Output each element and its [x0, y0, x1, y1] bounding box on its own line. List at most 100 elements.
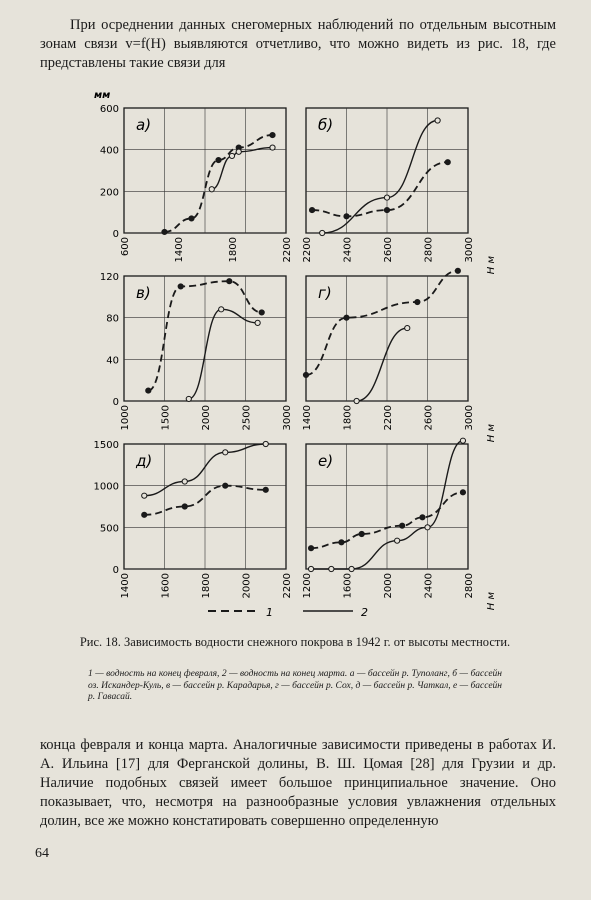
series-line-1	[312, 161, 448, 218]
data-point-1	[262, 486, 269, 493]
series-line-2	[356, 327, 408, 402]
chart-panel: г) 1400 1800 2200 2600 3000	[302, 267, 475, 430]
series-line-2	[211, 146, 273, 190]
data-point-1	[399, 522, 406, 529]
data-point-1	[302, 371, 310, 379]
x-unit-label: Н м	[486, 256, 497, 275]
data-point-1	[161, 228, 168, 236]
data-point-1	[258, 309, 265, 316]
chart-panel: е) 1200 1600 2000 2400 2800	[302, 437, 475, 598]
x-tick-label: 2800	[424, 237, 435, 262]
data-point-1	[444, 159, 451, 166]
series-line-1	[147, 280, 262, 392]
x-tick-label: 2600	[424, 405, 435, 430]
x-tick-label: 1600	[343, 573, 354, 598]
data-point-2	[235, 148, 242, 155]
data-point-1	[181, 503, 188, 510]
legend-label-1: 1	[266, 606, 273, 619]
chart-panel: а) 600 1400 1800 2200 0 200 400 600	[100, 104, 293, 262]
data-point-2	[218, 306, 225, 313]
data-point-2	[328, 565, 335, 573]
y-tick-label: 1500	[94, 440, 119, 451]
y-tick-label: 0	[113, 397, 119, 408]
x-tick-label: 2600	[383, 237, 394, 262]
page-number: 64	[35, 846, 49, 861]
data-point-2	[269, 144, 276, 151]
data-point-1	[269, 131, 276, 139]
data-point-1	[343, 314, 350, 321]
y-tick-label: 500	[100, 523, 119, 534]
x-tick-label: 3000	[464, 237, 475, 262]
x-tick-label: 1200	[302, 573, 313, 598]
legend-label-2: 2	[361, 606, 368, 619]
chart-panel: в) 1000 1500 2000 2500 3000 0 40 80 120	[100, 272, 293, 430]
x-unit-label: Н м	[486, 592, 497, 611]
panel-label: г)	[318, 284, 332, 302]
x-tick-label: 2200	[302, 237, 313, 262]
data-point-1	[215, 156, 222, 164]
data-point-1	[419, 514, 426, 521]
data-point-1	[307, 545, 315, 552]
data-point-1	[358, 530, 365, 538]
data-point-2	[254, 319, 261, 326]
x-tick-label: 1000	[120, 405, 131, 430]
data-point-1	[414, 298, 421, 306]
body-paragraph-bottom: конца февраля и конца марта. Аналогичные…	[40, 737, 556, 829]
data-point-2	[353, 397, 360, 405]
x-tick-label: 1800	[343, 405, 354, 430]
chart-panel: б) 2200 2400 2600 2800 3000	[302, 107, 475, 262]
x-tick-label: 3000	[464, 405, 475, 430]
data-point-1	[145, 387, 152, 394]
panel-label: б)	[318, 116, 333, 134]
x-tick-label: 2400	[424, 573, 435, 598]
series-line-1	[305, 269, 458, 376]
x-tick-label: 1400	[174, 237, 185, 262]
figure-legend: 1 2	[208, 606, 368, 619]
x-tick-label: 2400	[343, 237, 354, 262]
data-point-2	[459, 437, 467, 444]
data-point-2	[222, 449, 229, 456]
data-point-1	[177, 283, 184, 290]
data-point-2	[208, 186, 215, 193]
data-point-1	[338, 539, 345, 546]
y-tick-label: 120	[100, 272, 119, 283]
data-point-2	[181, 478, 188, 485]
data-point-2	[383, 194, 391, 201]
x-tick-label: 1400	[120, 573, 131, 598]
x-unit-label: Н м	[486, 424, 497, 443]
y-tick-label: 40	[106, 355, 119, 366]
x-tick-label: 2500	[242, 405, 253, 430]
x-tick-label: 2800	[464, 573, 475, 598]
data-point-2	[348, 565, 355, 573]
y-tick-label: 0	[113, 229, 119, 240]
data-point-2	[394, 537, 401, 544]
x-tick-label: 1800	[228, 237, 239, 262]
x-tick-label: 600	[120, 237, 131, 256]
y-tick-label: 1000	[94, 482, 119, 493]
data-point-2	[319, 229, 326, 237]
panel-label: а)	[136, 116, 151, 134]
data-point-2	[404, 324, 411, 332]
y-tick-label: 600	[100, 104, 119, 115]
y-tick-label: 200	[100, 187, 119, 198]
series-line-2	[144, 443, 266, 497]
data-point-2	[141, 492, 148, 499]
data-point-1	[459, 489, 467, 496]
x-tick-label: 2200	[383, 405, 394, 430]
data-point-1	[454, 267, 461, 274]
x-tick-label: 1600	[161, 573, 172, 598]
data-point-1	[222, 482, 229, 489]
x-tick-label: 2000	[242, 573, 253, 598]
data-point-1	[188, 215, 195, 222]
data-point-2	[424, 524, 431, 531]
series-line-1	[164, 134, 273, 233]
x-tick-label: 2000	[383, 573, 394, 598]
data-point-1	[308, 206, 316, 214]
figure-caption-legend: 1 — водность на конец февраля, 2 — водно…	[88, 669, 502, 702]
panel-label: д)	[135, 452, 152, 470]
figure-caption-title: Рис. 18. Зависимость водности снежного п…	[79, 635, 511, 649]
y-tick-label: 0	[113, 565, 119, 576]
x-tick-label: 1400	[302, 405, 313, 430]
x-tick-label: 1500	[161, 405, 172, 430]
